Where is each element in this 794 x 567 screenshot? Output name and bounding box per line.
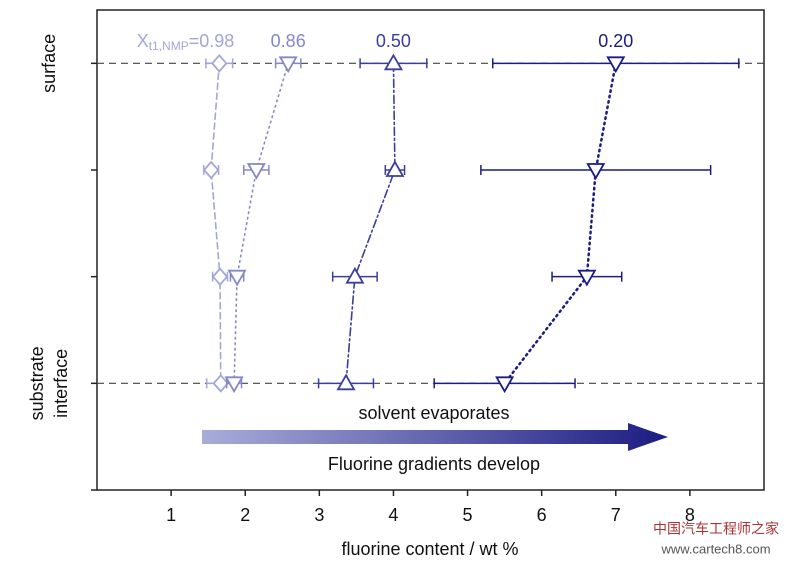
marker [202, 160, 220, 180]
marker [246, 163, 266, 180]
legend-value: 0.86 [271, 31, 306, 51]
x-tick-label: 6 [537, 505, 547, 525]
series-line [210, 62, 222, 385]
legend-subscript: t1,NMP [149, 39, 189, 53]
marker [224, 376, 244, 394]
x-tick-label: 2 [240, 505, 250, 525]
marker [495, 376, 515, 394]
marker [577, 269, 597, 287]
x-tick-label: 5 [463, 505, 473, 525]
marker [586, 163, 606, 180]
x-tick-label: 7 [611, 505, 621, 525]
y-annotation: substrate [27, 346, 47, 420]
x-tick-label: 8 [685, 505, 695, 525]
x-tick-label: 1 [166, 505, 176, 525]
legend-label: 0.20 [598, 31, 633, 51]
marker [211, 53, 228, 73]
plot-frame [96, 9, 765, 491]
legend-symbol: X [137, 31, 149, 51]
arrow-label: Fluorine gradients develop [328, 454, 540, 474]
legend-equals: = [189, 31, 200, 51]
legend-label: 0.86 [271, 31, 306, 51]
series-line [345, 62, 396, 385]
arrow-label: solvent evaporates [358, 403, 509, 423]
legend-label: 0.50 [376, 31, 411, 51]
watermark: 中国汽车工程师之家 [653, 521, 779, 537]
y-annotation: interface [51, 349, 71, 418]
x-tick-label: 4 [388, 505, 398, 525]
marker [385, 160, 405, 177]
marker [212, 373, 229, 393]
legend-value: 0.98 [199, 31, 234, 51]
legend-value: 0.50 [376, 31, 411, 51]
arrow [202, 423, 668, 451]
marker [383, 53, 403, 71]
legend-label: Xt1,NMP=0.98 [137, 31, 235, 53]
marker [345, 266, 365, 284]
marker [606, 56, 626, 74]
y-annotation: surface [39, 34, 59, 93]
marker [227, 269, 247, 287]
watermark: www.cartech8.com [660, 541, 770, 556]
marker [211, 267, 229, 287]
legend-value: 0.20 [598, 31, 633, 51]
x-axis-label: fluorine content / wt % [341, 539, 518, 559]
x-tick-label: 3 [314, 505, 324, 525]
marker [278, 56, 298, 74]
marker [336, 373, 356, 391]
series-line [503, 62, 618, 385]
series-line [233, 62, 290, 385]
